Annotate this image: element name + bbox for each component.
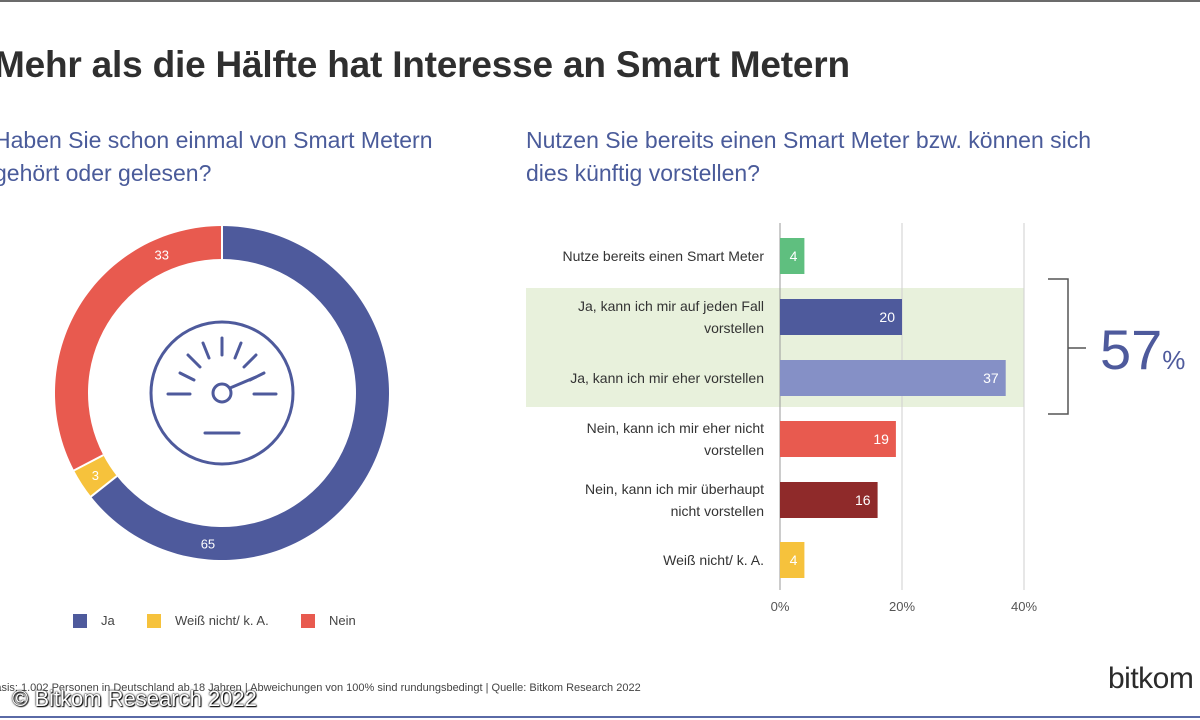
legend-label: Weiß nicht/ k. A. bbox=[175, 613, 269, 628]
legend-swatch bbox=[147, 613, 161, 628]
footer-source: Basis: 1.002 Personen in Deutschland ab … bbox=[0, 682, 641, 694]
bracket bbox=[1048, 278, 1086, 415]
donut-slice bbox=[74, 455, 117, 497]
total-percent-label: 57% bbox=[1100, 318, 1185, 381]
x-tick-label: 0% bbox=[771, 599, 790, 614]
bar-value-label: 4 bbox=[790, 552, 798, 568]
donut-slice-label: 33 bbox=[154, 248, 168, 263]
page-title: Mehr als die Hälfte hat Interesse an Sma… bbox=[0, 44, 850, 85]
bar bbox=[780, 299, 902, 335]
category-label: Ja, kann ich mir eher vorstellen bbox=[570, 370, 764, 386]
legend-label: Ja bbox=[101, 613, 115, 628]
left-question: Haben Sie schon einmal von Smart Metern … bbox=[0, 127, 433, 186]
legend-swatch bbox=[301, 613, 315, 628]
x-tick-label: 20% bbox=[889, 599, 915, 614]
bar bbox=[780, 542, 805, 578]
donut-slice-label: 3 bbox=[92, 468, 99, 483]
bar-value-label: 19 bbox=[873, 431, 889, 447]
legend-swatch bbox=[73, 613, 87, 628]
bitkom-logo: bitkom bbox=[1108, 662, 1194, 695]
bar bbox=[780, 360, 1006, 396]
bar-value-label: 4 bbox=[790, 248, 798, 264]
category-label: Nein, kann ich mir überhaupt nicht vorste… bbox=[585, 481, 764, 519]
legend-item: Ja bbox=[73, 613, 115, 628]
right-question: Nutzen Sie bereits einen Smart Meter bzw… bbox=[526, 127, 1092, 186]
category-label: Weiß nicht/ k. A. bbox=[663, 552, 764, 568]
legend-item: Nein bbox=[301, 613, 356, 628]
legend-item: Weiß nicht/ k. A. bbox=[147, 613, 269, 628]
top-rule bbox=[0, 0, 1200, 2]
bar bbox=[780, 238, 805, 274]
donut-slice bbox=[54, 226, 222, 471]
bar bbox=[780, 482, 878, 518]
bar bbox=[780, 421, 896, 457]
bar-value-label: 20 bbox=[879, 309, 895, 325]
bar-value-label: 16 bbox=[855, 492, 871, 508]
category-label: Nein, kann ich mir eher nicht vorstellen bbox=[587, 420, 765, 458]
copyright-watermark: © Bitkom Research 2022 bbox=[12, 686, 257, 711]
donut-separator bbox=[72, 454, 104, 472]
donut-slice-label: 65 bbox=[201, 536, 215, 551]
bottom-rule bbox=[0, 716, 1200, 718]
category-label: Nutze bereits einen Smart Meter bbox=[562, 248, 764, 264]
gauge-icon bbox=[149, 320, 295, 466]
bar-value-label: 37 bbox=[983, 370, 999, 386]
legend-label: Nein bbox=[329, 613, 356, 628]
donut-separator bbox=[89, 475, 118, 498]
highlight-band bbox=[526, 288, 1024, 407]
x-tick-label: 40% bbox=[1011, 599, 1037, 614]
category-label: Ja, kann ich mir auf jeden Fall vorstelle… bbox=[578, 298, 764, 336]
donut-slice bbox=[90, 226, 390, 560]
